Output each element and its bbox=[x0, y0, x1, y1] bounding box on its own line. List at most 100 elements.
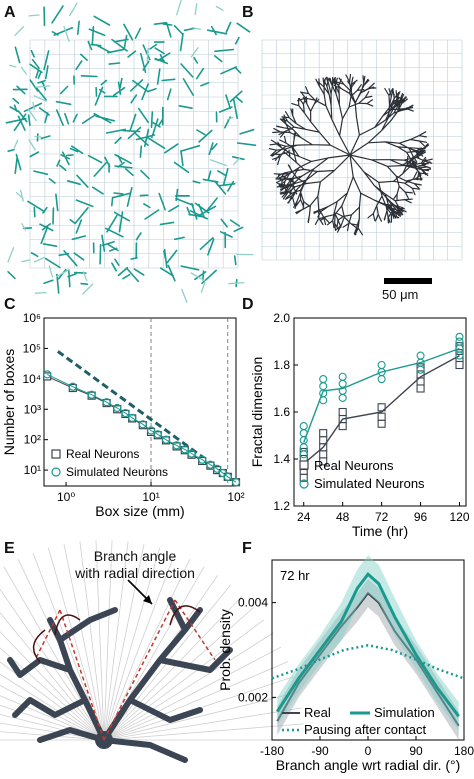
radial-guide-line bbox=[0, 661, 105, 741]
data-point-real bbox=[416, 363, 425, 372]
y-axis-label: Fractal dimension bbox=[249, 357, 265, 468]
legend-marker-real bbox=[299, 460, 309, 470]
x-axis-label: Box size (mm) bbox=[95, 503, 184, 519]
y-tick-label: 10⁵ bbox=[23, 341, 41, 355]
radial-guide-line bbox=[0, 631, 105, 741]
panel-letter-c: C bbox=[4, 296, 16, 313]
radial-guide-line bbox=[95, 540, 105, 741]
radial-guide-line bbox=[103, 552, 176, 741]
series-mean-line bbox=[303, 354, 460, 465]
data-point-real bbox=[377, 412, 386, 421]
scale-bar-label: 50 μm bbox=[382, 287, 419, 302]
panel-letter-e: E bbox=[4, 540, 15, 557]
legend-label-real: Real bbox=[304, 705, 331, 720]
radial-guide-line bbox=[0, 731, 105, 741]
x-tick-label: 90 bbox=[409, 744, 423, 758]
legend-marker-simulated bbox=[299, 479, 309, 489]
legend-marker-real bbox=[51, 449, 61, 459]
y-tick-label: 10³ bbox=[24, 402, 41, 416]
y-tick-label: 10¹ bbox=[24, 463, 41, 477]
x-axis-label: Branch angle wrt radial dir. (°) bbox=[276, 757, 461, 773]
radial-guide-line bbox=[103, 559, 191, 741]
x-tick-label: 96 bbox=[414, 510, 428, 524]
x-axis-label: Time (hr) bbox=[352, 523, 408, 539]
x-tick-label: 10² bbox=[227, 490, 244, 504]
radial-guide-line bbox=[47, 547, 105, 741]
data-point-simulated bbox=[43, 370, 52, 379]
data-point-simulated bbox=[138, 420, 147, 429]
data-point-simulated bbox=[146, 426, 156, 435]
data-point-simulated bbox=[121, 408, 130, 418]
radial-guide-line bbox=[103, 619, 265, 741]
x-tick-label: 48 bbox=[336, 510, 350, 524]
data-point-simulated bbox=[87, 390, 96, 399]
data-point-simulated bbox=[416, 351, 425, 360]
radial-guide-line bbox=[63, 543, 105, 741]
chart-title: 72 hr bbox=[280, 568, 310, 583]
legend-label-simulated: Simulated Neurons bbox=[314, 476, 425, 491]
y-axis-label: Prob. density bbox=[217, 609, 233, 691]
series-line bbox=[46, 373, 237, 483]
radial-guide-line bbox=[103, 691, 299, 741]
legend-label-simulated: Simulated Neurons bbox=[66, 465, 168, 479]
y-tick-label: 0.002 bbox=[238, 690, 268, 704]
x-tick-label: 120 bbox=[449, 510, 469, 524]
x-tick-label: 24 bbox=[297, 510, 311, 524]
radial-guide-line bbox=[0, 588, 105, 741]
y-tick-label: 2.0 bbox=[273, 311, 290, 325]
annotation-arrowhead bbox=[143, 595, 152, 604]
legend-marker-simulated bbox=[51, 467, 61, 477]
data-point-simulated bbox=[213, 464, 222, 473]
annotation-line-2: with radial direction bbox=[75, 565, 195, 581]
radial-guide-line bbox=[103, 540, 113, 741]
radial-guide-line bbox=[103, 595, 243, 741]
y-tick-label: 1.6 bbox=[273, 405, 290, 419]
radial-guide-line bbox=[103, 607, 254, 741]
data-point-simulated bbox=[102, 398, 111, 407]
data-point-simulated bbox=[187, 449, 196, 458]
radial-guide-line bbox=[103, 661, 289, 741]
x-tick-label: -90 bbox=[311, 744, 329, 758]
x-tick-label: 0 bbox=[365, 744, 372, 758]
y-tick-label: 0.004 bbox=[238, 596, 268, 610]
data-point-simulated bbox=[206, 460, 215, 469]
radial-guide-line bbox=[103, 723, 304, 741]
series-line bbox=[271, 644, 465, 680]
data-point-real bbox=[319, 429, 328, 438]
data-point-simulated bbox=[68, 382, 77, 391]
y-axis-label: Number of boxes bbox=[1, 349, 17, 456]
data-point-simulated bbox=[198, 455, 207, 464]
data-point-real bbox=[338, 407, 347, 417]
radial-guide-line bbox=[103, 541, 129, 741]
radial-direction-lines bbox=[34, 599, 216, 741]
data-point-simulated bbox=[455, 332, 464, 341]
x-tick-label: 72 bbox=[375, 510, 389, 524]
neuron-schematic bbox=[7, 597, 233, 763]
data-point-simulated bbox=[231, 478, 241, 487]
y-tick-label: 10⁴ bbox=[22, 372, 41, 386]
panel-letter-f: F bbox=[242, 540, 252, 557]
data-point-simulated bbox=[161, 435, 171, 444]
legend-label-real: Real Neurons bbox=[314, 458, 394, 473]
x-tick-label: 180 bbox=[454, 744, 474, 758]
legend-label-pausing: Pausing after contact bbox=[304, 722, 427, 737]
series-mean-line bbox=[303, 347, 460, 443]
scale-bar bbox=[384, 278, 432, 284]
radial-guide-line bbox=[103, 547, 161, 741]
angle-arcs bbox=[32, 605, 201, 663]
radial-guide-line bbox=[0, 673, 105, 741]
data-point-simulated bbox=[223, 472, 232, 481]
x-tick-label: 10⁰ bbox=[57, 490, 75, 504]
legend-label-simulation: Simulation bbox=[374, 705, 435, 720]
radial-guide-line bbox=[103, 646, 282, 741]
data-point-real bbox=[455, 342, 464, 351]
x-tick-label: 10¹ bbox=[142, 490, 159, 504]
radial-guide-line bbox=[0, 684, 105, 741]
annotation-line-1: Branch angle bbox=[93, 548, 177, 564]
error-band bbox=[277, 555, 459, 731]
series-line bbox=[276, 571, 460, 718]
data-point-simulated bbox=[172, 441, 181, 450]
radial-guide-line bbox=[0, 722, 105, 741]
